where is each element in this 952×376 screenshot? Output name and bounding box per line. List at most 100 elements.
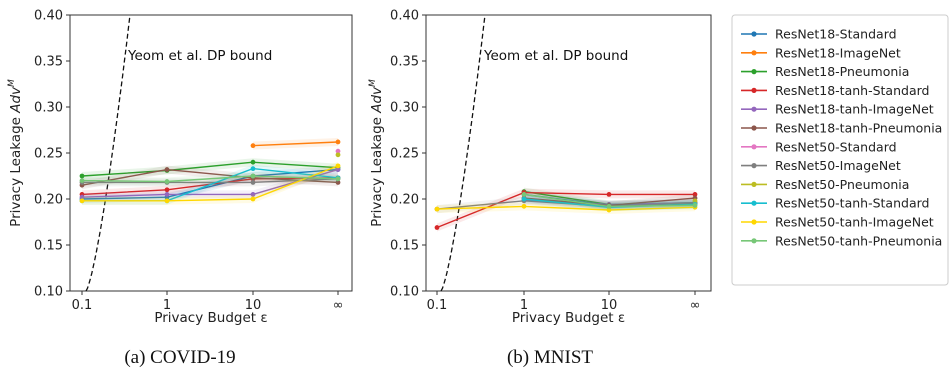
series-ResNet50-tanh-Pneumonia [79, 172, 341, 186]
data-point [250, 143, 256, 149]
y-tick-label: 0.10 [34, 285, 63, 300]
data-point [79, 198, 85, 204]
data-point [250, 192, 256, 197]
x-axis-label: Privacy Budget ε [154, 310, 267, 326]
series-ResNet50-Standard [335, 148, 341, 154]
y-tick-label: 0.30 [34, 101, 63, 116]
legend-item: ResNet18-Pneumonia [741, 64, 909, 79]
panel-covid: 0.10 0.15 0.20 0.25 0.30 0.35 0.40 0.1 1 10 ∞ Priva… [7, 9, 353, 368]
y-axis-label: Privacy Leakage AdvM [7, 79, 24, 227]
legend-label: ResNet50-Standard [775, 139, 897, 154]
series-band [524, 195, 695, 212]
x-tick-label: 0.1 [427, 298, 448, 313]
legend-swatch-marker [751, 50, 757, 56]
data-point [606, 192, 612, 197]
data-point [521, 203, 527, 209]
data-point [335, 139, 341, 145]
series-band [82, 174, 338, 187]
data-point [335, 176, 341, 182]
dp-bound-curve [85, 14, 131, 292]
data-point [250, 180, 256, 185]
y-tick-label: 0.10 [390, 285, 419, 300]
legend-item: ResNet50-Standard [741, 139, 897, 154]
legend-swatch-marker [751, 219, 757, 225]
panel-caption: (b) MNIST [507, 347, 593, 368]
legend-item: ResNet18-Standard [741, 27, 897, 42]
series-band [82, 161, 338, 205]
legend-label: ResNet50-tanh-ImageNet [775, 215, 934, 230]
legend: ResNet18-Standard ResNet18-ImageNet ResNet… [731, 14, 949, 286]
data-point [250, 166, 256, 172]
legend-label: ResNet18-Pneumonia [775, 64, 909, 79]
dp-bound-curve [440, 14, 486, 292]
data-point [521, 192, 527, 197]
x-tick-label: 1 [163, 298, 171, 313]
data-point [250, 173, 256, 179]
data-point [79, 194, 85, 200]
data-point [692, 203, 698, 208]
legend-swatch-marker [751, 69, 757, 75]
legend-label: ResNet18-tanh-Pneumonia [775, 121, 942, 136]
legend-swatch-marker [751, 238, 757, 244]
legend-swatch-marker [751, 163, 757, 169]
legend-item: ResNet18-tanh-ImageNet [741, 102, 934, 117]
y-tick-label: 0.20 [34, 193, 63, 208]
legend-label: ResNet50-tanh-Standard [775, 196, 929, 211]
series-ResNet50-tanh-Pneumonia [521, 190, 698, 211]
data-point [164, 198, 170, 204]
data-point [79, 173, 85, 179]
x-tick-label: 1 [520, 298, 528, 313]
data-point [606, 203, 612, 209]
series-ResNet18-ImageNet [250, 138, 341, 150]
legend-swatch-marker [751, 31, 757, 37]
legend-item: ResNet50-tanh-ImageNet [741, 215, 934, 230]
y-tick-label: 0.25 [390, 147, 419, 162]
legend-swatch-marker [751, 181, 757, 187]
legend-item: ResNet50-ImageNet [741, 158, 901, 173]
y-axis-label: Privacy Leakage AdvM [368, 79, 385, 227]
legend-frame [731, 14, 949, 286]
series-line [436, 205, 696, 211]
legend-item: ResNet50-tanh-Pneumonia [741, 233, 942, 248]
data-point [434, 206, 440, 212]
legend-item: ResNet18-ImageNet [741, 45, 901, 60]
legend-label: ResNet50-tanh-Pneumonia [775, 233, 942, 248]
y-tick-label: 0.40 [390, 9, 419, 24]
y-tick-label: 0.15 [390, 239, 419, 254]
legend-item: ResNet50-Pneumonia [741, 177, 909, 192]
y-tick-label: 0.35 [34, 55, 63, 70]
legend-label: ResNet18-tanh-ImageNet [775, 102, 934, 117]
series-line [82, 165, 339, 202]
legend-label: ResNet18-ImageNet [775, 45, 901, 60]
x-tick-label: 0.1 [72, 298, 93, 313]
y-tick-label: 0.15 [34, 239, 63, 254]
data-point [164, 167, 170, 172]
x-tick-label: ∞ [333, 298, 344, 313]
series-band [437, 188, 695, 232]
data-point [692, 198, 698, 204]
legend-swatch-marker [751, 106, 757, 112]
series-band [82, 165, 338, 202]
legend-label: ResNet18-tanh-Standard [775, 83, 929, 98]
series-line [252, 141, 339, 147]
data-point [335, 152, 341, 158]
data-point [335, 163, 341, 169]
data-point [250, 159, 256, 165]
legend-item: ResNet50-tanh-Standard [741, 196, 929, 211]
data-point [335, 167, 341, 172]
data-point [164, 192, 170, 197]
data-point [521, 196, 527, 202]
dp-bound-annotation: Yeom et al. DP bound [483, 48, 628, 64]
series-band [82, 173, 338, 199]
legend-swatch-marker [751, 125, 757, 131]
x-tick-label: 10 [245, 298, 262, 313]
series-ResNet50-Pneumonia [335, 152, 341, 158]
data-point [164, 179, 170, 184]
y-tick-label: 0.25 [34, 147, 63, 162]
series-band [82, 165, 338, 190]
data-point [335, 180, 341, 185]
series-ResNet50-Pneumonia [692, 198, 698, 204]
dp-bound-annotation: Yeom et al. DP bound [127, 48, 272, 64]
x-tick-label: ∞ [690, 298, 701, 313]
